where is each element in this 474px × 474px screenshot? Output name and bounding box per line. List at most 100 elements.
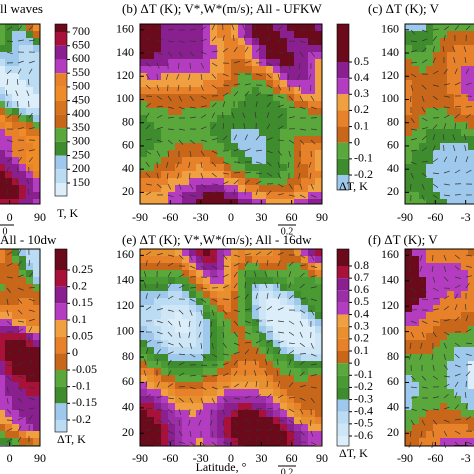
field-cell [19,424,27,432]
field-cell [301,136,309,144]
wind-vector [222,135,228,141]
field-cell [175,410,183,418]
wind-vector [178,362,185,366]
x-tick-label: -3 [461,210,471,224]
wind-vector [421,172,427,178]
wind-vector [200,342,203,349]
colorbar-segment [55,86,67,101]
field-cell [301,80,309,88]
field-cell [161,38,169,46]
field-cell [161,80,169,88]
field-cell [203,431,211,439]
field-cell [266,417,274,425]
field-cell [412,382,420,390]
field-cell [140,24,148,32]
field-cell [224,115,232,123]
field-cell [140,45,148,53]
field-cell [196,256,204,264]
wind-vector [167,439,174,443]
field-cell [175,347,183,355]
colorbar-segment [337,290,349,303]
field-cell [33,256,41,264]
wind-vector [222,309,228,315]
wind-vector [6,113,12,119]
field-cell [196,80,204,88]
wind-vector [200,150,205,157]
wind-vector [145,436,149,443]
field-cell [175,424,183,432]
field-cell [454,73,462,81]
field-cell [33,438,41,446]
field-cell [447,157,455,165]
field-cell [308,87,316,95]
field-cell [5,277,13,285]
wind-vector [454,381,459,388]
field-cell [161,164,169,172]
field-cell [168,87,176,95]
wind-vector [277,331,284,334]
field-cell [294,312,302,320]
colorbar-tick-label: 0.2 [354,102,369,116]
field-cell [196,129,204,137]
field-cell [210,52,218,60]
wind-vector [26,90,30,97]
field-cell [315,389,323,397]
field-cell [33,312,41,320]
field-cell [294,157,302,165]
wind-vector [432,84,439,87]
field-cell [447,438,455,446]
field-cell [19,270,27,278]
field-cell [147,340,155,348]
field-cell [168,108,176,116]
field-cell [301,284,309,292]
field-cell [315,424,323,432]
y-tick-label: 60 [122,138,134,152]
field-cell [147,129,155,137]
field-cell [147,410,155,418]
wind-vector [211,191,217,196]
wind-vector [233,91,239,97]
field-cell [140,122,148,130]
field-cell [33,347,41,355]
field-cell [308,389,316,397]
field-cell [161,150,169,158]
field-cell [245,73,253,81]
x-tick-label: 0 [228,451,234,465]
field-cell [33,368,41,376]
wind-vector [244,171,251,174]
colorbar-tick-label: 200 [72,161,90,175]
field-cell [433,87,441,95]
field-cell [0,136,6,144]
field-cell [454,312,462,320]
field-cell [412,361,420,369]
field-cell [26,171,34,179]
field-cell [294,284,302,292]
field-cell [294,38,302,46]
y-tick-label: 120 [381,68,399,82]
wind-vector [420,342,423,349]
field-cell [433,185,441,193]
field-cell [175,122,183,130]
field-cell [238,277,246,285]
field-cell [426,382,434,390]
field-cell [266,101,274,109]
colorbar-segment [337,142,349,159]
field-cell [196,52,204,60]
field-cell [19,361,27,369]
field-cell [168,249,176,257]
wind-vector [421,183,425,190]
colorbar-segment [337,399,349,412]
field-cell [147,368,155,376]
field-cell [468,178,474,186]
field-cell [412,340,420,348]
y-tick-label: 80 [122,114,134,128]
field-cell [433,108,441,116]
field-cell [196,73,204,81]
wind-vector [288,183,293,190]
field-cell [315,270,323,278]
field-cell [147,52,155,60]
field-cell [419,52,427,60]
wind-vector [299,430,305,436]
field-cell [419,403,427,411]
field-cell [252,164,260,172]
